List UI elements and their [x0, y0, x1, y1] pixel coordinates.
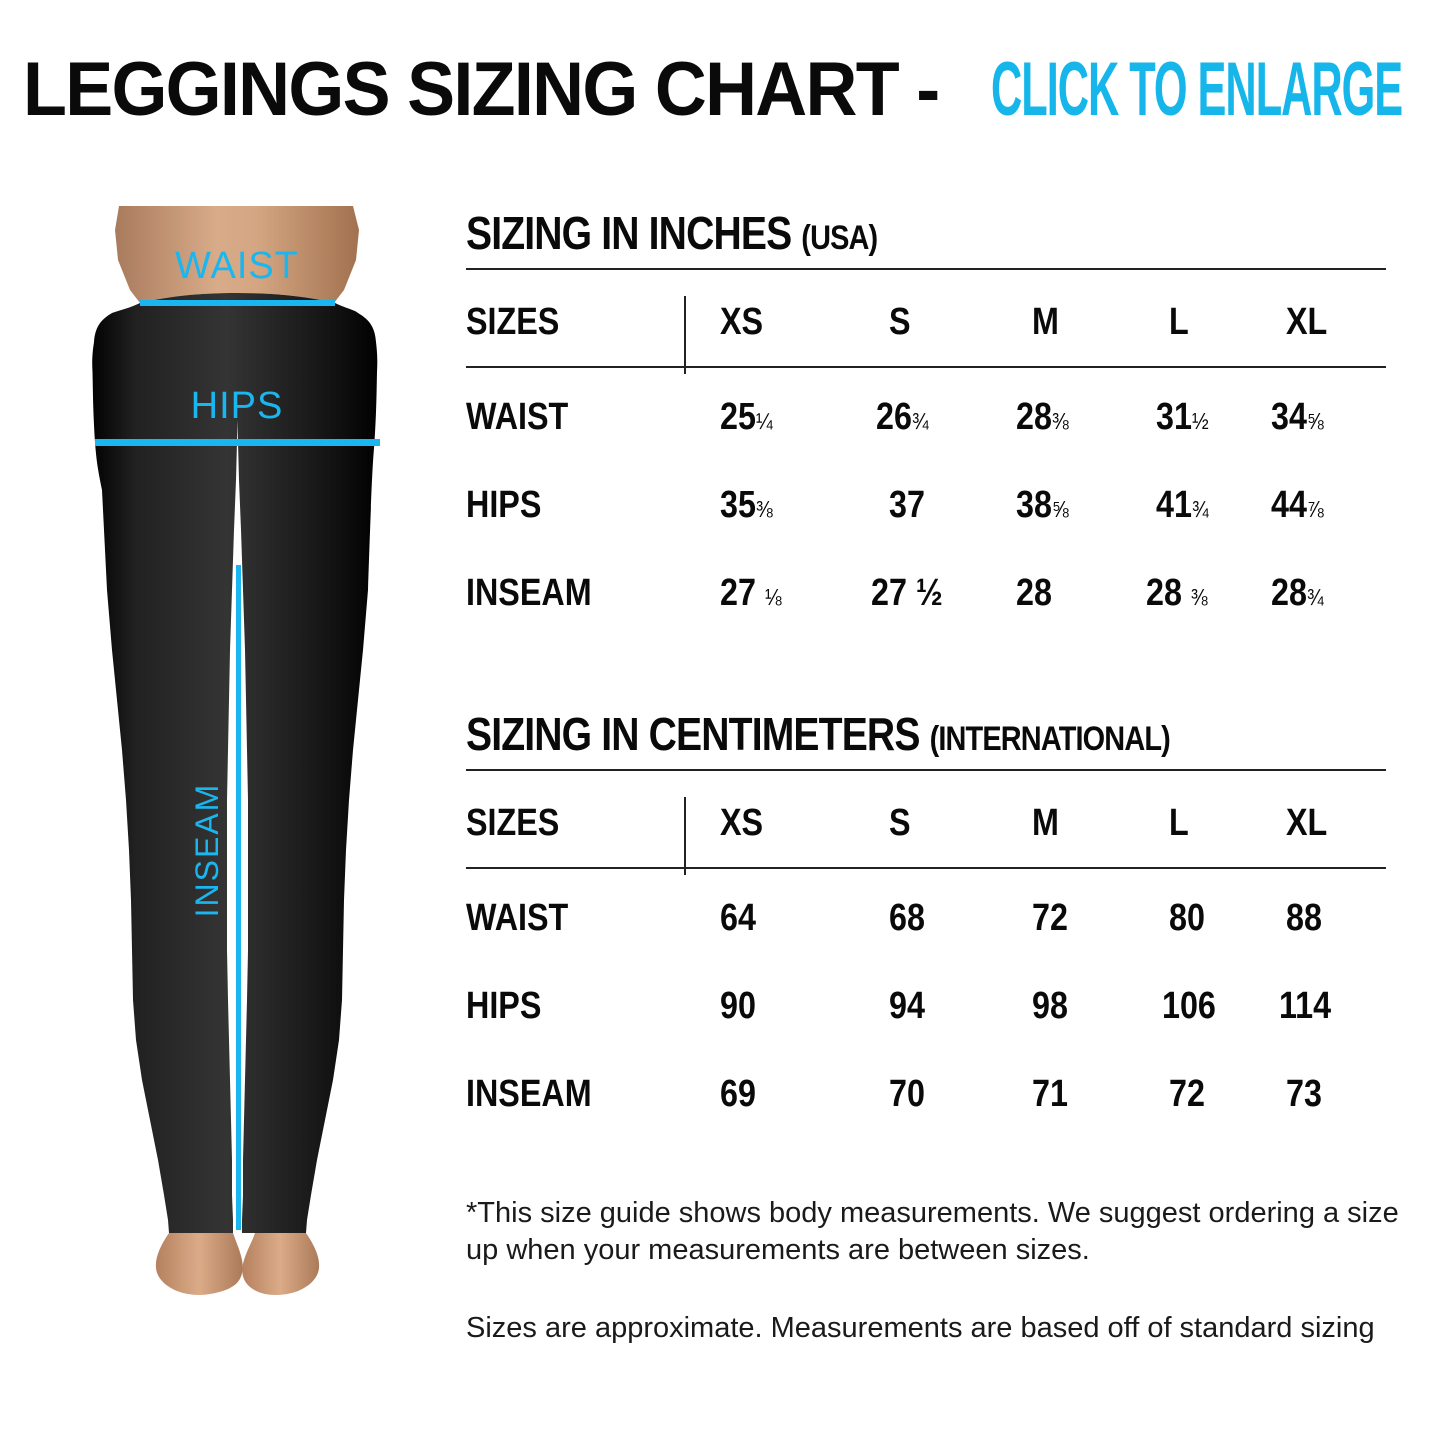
- svg-text:WAIST: WAIST: [175, 245, 299, 287]
- svg-text:HIPS: HIPS: [191, 385, 284, 427]
- svg-text:INSEAM: INSEAM: [189, 783, 225, 918]
